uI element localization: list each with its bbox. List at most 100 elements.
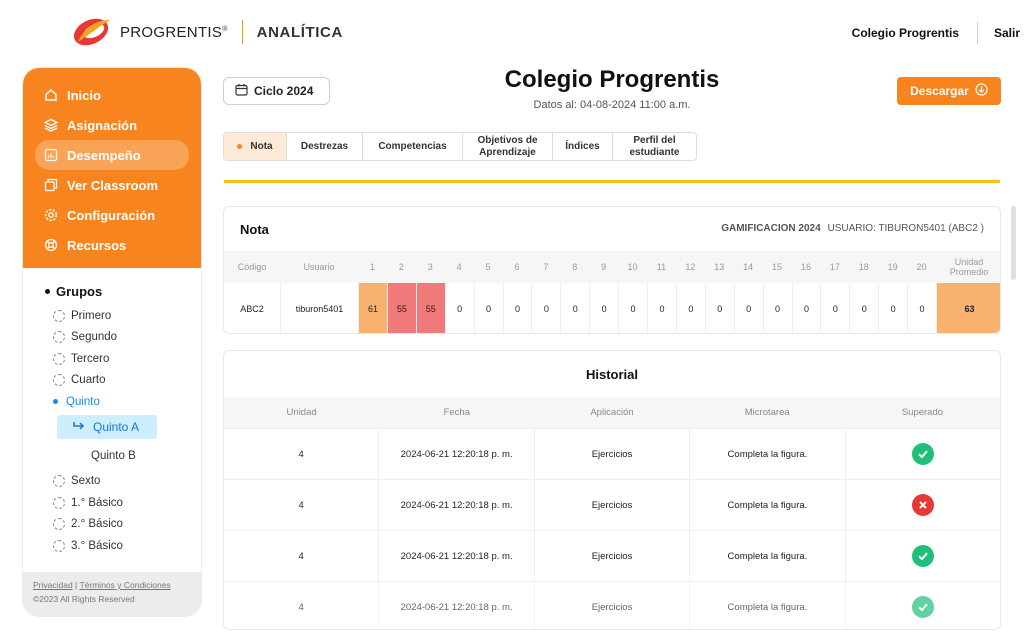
classroom-icon bbox=[43, 177, 59, 193]
tab-perfil[interactable]: Perfil del estudiante bbox=[629, 134, 680, 158]
table-row: 4 2024-06-21 12:20:18 p. m. Ejercicios Comp… bbox=[224, 581, 1000, 629]
subgroup-item-quinto-b[interactable]: Quinto B bbox=[91, 449, 136, 462]
table-cell-aplicacion: Ejercicios bbox=[533, 480, 689, 530]
table-cell-avg: 63 bbox=[936, 283, 1000, 333]
terms-link[interactable]: Términos y Condiciones bbox=[79, 580, 171, 590]
sidebar-item-recursos[interactable]: Recursos bbox=[35, 230, 189, 260]
column-header-unit-5: 5 bbox=[485, 262, 491, 272]
table-cell-unidad: 4 bbox=[298, 499, 304, 511]
subgroup-item-quinto-a[interactable]: Quinto A bbox=[57, 414, 157, 439]
cycle-selector-button[interactable]: Ciclo 2024 bbox=[223, 77, 330, 105]
sidebar-item-configuracion[interactable]: Configuración bbox=[35, 200, 189, 230]
sidebar-nav: Inicio Asignación Desempeño Ver Classroo… bbox=[23, 68, 201, 268]
logo[interactable]: PROGRENTIS® ANALÍTICA bbox=[70, 14, 343, 50]
dashed-circle-icon bbox=[53, 518, 65, 531]
group-item-2-basico[interactable]: 2.° Básico bbox=[45, 514, 201, 536]
lifebuoy-icon bbox=[43, 237, 59, 253]
sidebar-item-asignacion[interactable]: Asignación bbox=[35, 110, 189, 140]
table-cell-aplicacion: Ejercicios bbox=[533, 582, 689, 629]
historial-table-body: 4 2024-06-21 12:20:18 p. m. Ejercicios Comp… bbox=[224, 428, 1000, 629]
tab-destrezas[interactable]: Destrezas bbox=[287, 133, 363, 160]
table-cell-unit-16: 0 bbox=[791, 283, 821, 333]
column-header-unit-7: 7 bbox=[543, 262, 549, 272]
home-icon bbox=[43, 87, 59, 103]
cycle-label: Ciclo 2024 bbox=[254, 84, 314, 98]
table-cell-unit-17: 0 bbox=[820, 283, 849, 333]
column-header-unit-13: 13 bbox=[714, 262, 725, 272]
table-cell-microtarea: Completa la figura. bbox=[689, 582, 844, 629]
app-name: ANALÍTICA bbox=[256, 23, 343, 41]
sidebar-item-label: Asignación bbox=[67, 117, 138, 133]
check-icon bbox=[911, 545, 934, 567]
program-name: GAMIFICACION 2024 bbox=[721, 223, 821, 234]
table-cell-unit-11: 0 bbox=[647, 283, 676, 333]
scrollbar[interactable] bbox=[1011, 206, 1016, 280]
column-header-unit-16: 16 bbox=[800, 262, 811, 272]
column-header-unit-3: 3 bbox=[427, 262, 433, 272]
table-cell-aplicacion: Ejercicios bbox=[533, 531, 689, 581]
sidebar-item-label: Desempeño bbox=[67, 147, 141, 163]
column-header-unit-10: 10 bbox=[627, 262, 638, 272]
progrentis-logo-icon bbox=[70, 14, 112, 50]
group-item-primero[interactable]: Primero bbox=[45, 305, 201, 327]
group-item-tercero[interactable]: Tercero bbox=[45, 348, 201, 370]
footer-separator: | bbox=[72, 580, 80, 590]
table-cell-microtarea: Completa la figura. bbox=[689, 531, 844, 581]
tab-nota[interactable]: Nota bbox=[224, 133, 287, 160]
column-header-unidad: Unidad bbox=[286, 407, 317, 418]
column-header-unit-11: 11 bbox=[656, 262, 667, 272]
group-item-sexto[interactable]: Sexto bbox=[45, 471, 201, 493]
table-cell-unit-6: 0 bbox=[502, 283, 532, 333]
table-cell-unit-2: 55 bbox=[386, 283, 416, 333]
school-link[interactable]: Colegio Progrentis bbox=[851, 26, 959, 40]
layers-icon bbox=[43, 117, 59, 133]
privacy-link[interactable]: Privacidad bbox=[33, 580, 73, 590]
table-cell-fecha: 2024-06-21 12:20:18 p. m. bbox=[378, 429, 533, 479]
column-header-unit-12: 12 bbox=[685, 262, 696, 272]
group-item-cuarto[interactable]: Cuarto bbox=[45, 370, 201, 392]
table-cell-unit-5: 0 bbox=[473, 283, 503, 333]
group-item-3-basico[interactable]: 3.° Básico bbox=[45, 535, 201, 557]
nota-user-info: GAMIFICACION 2024 USUARIO: TIBURON5401 (… bbox=[721, 223, 984, 234]
top-bar: PROGRENTIS® ANALÍTICA Colegio Progrentis… bbox=[0, 0, 1024, 66]
column-header-unit-4: 4 bbox=[456, 262, 462, 272]
column-header-unit-15: 15 bbox=[772, 262, 783, 272]
column-header-user: Usuario bbox=[303, 262, 335, 272]
tab-objetivos[interactable]: Objetivos de Aprendizaje bbox=[463, 133, 553, 160]
historial-title: Historial bbox=[585, 366, 638, 382]
table-cell-superado bbox=[844, 480, 1000, 530]
group-item-segundo[interactable]: Segundo bbox=[45, 327, 201, 349]
download-button[interactable]: Descargar bbox=[897, 77, 1001, 105]
table-cell-unit-7: 0 bbox=[531, 283, 560, 333]
column-header-aplicacion: Aplicación bbox=[590, 407, 634, 418]
nota-card: Nota GAMIFICACION 2024 USUARIO: TIBURON5… bbox=[223, 206, 1001, 334]
group-item-1-basico[interactable]: 1.° Básico bbox=[45, 492, 201, 514]
tab-competencias[interactable]: Competencias bbox=[363, 133, 463, 160]
table-cell-unidad: 4 bbox=[298, 448, 304, 460]
table-cell-fecha: 2024-06-21 12:20:18 p. m. bbox=[378, 531, 533, 581]
sidebar-item-ver-classroom[interactable]: Ver Classroom bbox=[35, 170, 189, 200]
table-cell-unit-18: 0 bbox=[849, 283, 878, 333]
table-cell-superado bbox=[844, 582, 1000, 629]
table-cell-unit-3: 55 bbox=[415, 283, 445, 333]
tab-bar: Nota Destrezas Competencias Objetivos de… bbox=[223, 132, 697, 161]
table-cell-code: ABC2 bbox=[240, 303, 264, 314]
group-item-quinto[interactable]: Quinto bbox=[45, 391, 201, 413]
footer-links: Privacidad | Términos y Condiciones bbox=[33, 580, 191, 590]
table-cell-microtarea: Completa la figura. bbox=[689, 480, 844, 530]
logout-link[interactable]: Salir bbox=[994, 26, 1021, 40]
download-label: Descargar bbox=[910, 84, 969, 98]
table-cell-superado bbox=[844, 531, 1000, 581]
tab-indices[interactable]: Índices bbox=[553, 133, 613, 160]
table-cell-unit-10: 0 bbox=[618, 283, 647, 333]
column-header-unit-18: 18 bbox=[858, 262, 869, 272]
sidebar-item-desempeno[interactable]: Desempeño bbox=[35, 140, 189, 170]
table-cell-fecha: 2024-06-21 12:20:18 p. m. bbox=[378, 582, 533, 629]
column-header-avg: Unidad Promedio bbox=[949, 257, 989, 277]
table-cell-unit-4: 0 bbox=[444, 283, 474, 333]
table-cell-microtarea: Completa la figura. bbox=[689, 429, 844, 479]
sidebar-item-inicio[interactable]: Inicio bbox=[35, 80, 189, 110]
data-timestamp: Datos al: 04-08-2024 11:00 a.m. bbox=[533, 99, 691, 111]
table-cell-unidad: 4 bbox=[298, 601, 304, 613]
